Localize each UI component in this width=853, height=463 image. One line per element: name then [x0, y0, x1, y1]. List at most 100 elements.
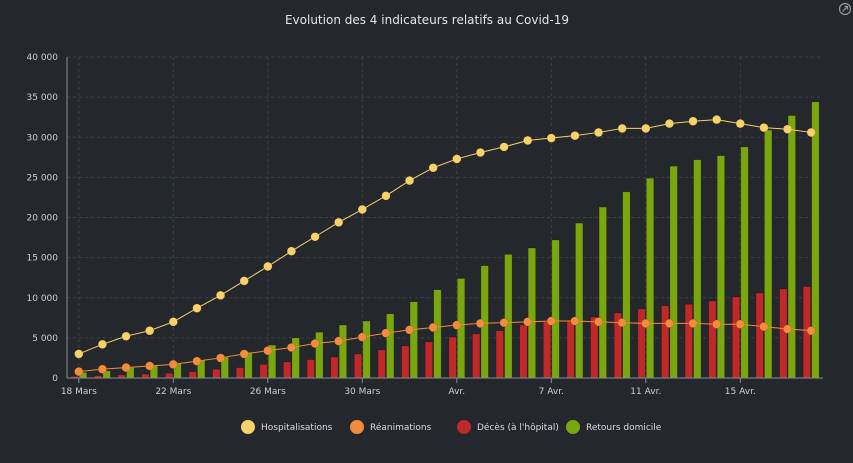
point-reanimations[interactable] — [570, 316, 580, 326]
point-hospitalisations[interactable] — [357, 204, 367, 215]
point-hospitalisations[interactable] — [617, 123, 627, 133]
point-hospitalisations[interactable] — [428, 163, 438, 173]
point-hospitalisations[interactable] — [452, 154, 462, 164]
point-hospitalisations[interactable] — [145, 326, 155, 336]
point-reanimations[interactable] — [783, 324, 793, 334]
bar-deces[interactable] — [519, 324, 528, 379]
legend-item[interactable]: Décès (à l'hôpital) — [457, 420, 559, 434]
bar-deces[interactable] — [448, 336, 457, 379]
bar-deces[interactable] — [306, 359, 315, 379]
point-reanimations[interactable] — [334, 336, 344, 346]
point-reanimations[interactable] — [121, 363, 131, 373]
bar-retours[interactable] — [646, 177, 655, 379]
point-hospitalisations[interactable] — [475, 147, 485, 158]
bar-deces[interactable] — [779, 288, 788, 379]
legend-item[interactable]: Réanimations — [350, 420, 432, 434]
point-reanimations[interactable] — [97, 364, 107, 374]
point-reanimations[interactable] — [546, 316, 556, 326]
bar-retours[interactable] — [764, 129, 773, 379]
point-hospitalisations[interactable] — [759, 123, 769, 133]
bar-deces[interactable] — [684, 303, 693, 379]
point-reanimations[interactable] — [475, 318, 485, 328]
point-hospitalisations[interactable] — [523, 135, 533, 146]
bar-deces[interactable] — [330, 356, 339, 379]
point-reanimations[interactable] — [428, 322, 438, 332]
point-hospitalisations[interactable] — [499, 142, 509, 152]
bar-deces[interactable] — [283, 361, 292, 379]
point-reanimations[interactable] — [499, 318, 509, 328]
bar-retours[interactable] — [409, 301, 418, 379]
point-reanimations[interactable] — [452, 320, 462, 330]
point-reanimations[interactable] — [759, 322, 769, 332]
point-hospitalisations[interactable] — [735, 119, 745, 129]
point-reanimations[interactable] — [310, 338, 320, 349]
legend-item[interactable]: Hospitalisations — [241, 420, 333, 434]
bar-retours[interactable] — [598, 206, 607, 379]
point-reanimations[interactable] — [405, 325, 415, 335]
point-hospitalisations[interactable] — [712, 115, 722, 125]
point-reanimations[interactable] — [263, 346, 273, 356]
point-reanimations[interactable] — [168, 359, 178, 369]
point-hospitalisations[interactable] — [286, 246, 296, 256]
bar-deces[interactable] — [755, 292, 764, 379]
bar-deces[interactable] — [708, 300, 717, 379]
point-hospitalisations[interactable] — [192, 303, 202, 313]
bar-deces[interactable] — [401, 345, 410, 379]
point-hospitalisations[interactable] — [806, 127, 816, 137]
point-hospitalisations[interactable] — [664, 119, 674, 129]
bar-deces[interactable] — [732, 296, 741, 379]
bar-retours[interactable] — [527, 247, 536, 379]
point-hospitalisations[interactable] — [263, 261, 273, 272]
bar-retours[interactable] — [338, 324, 347, 379]
point-reanimations[interactable] — [239, 349, 249, 359]
bar-retours[interactable] — [622, 191, 631, 379]
point-reanimations[interactable] — [688, 318, 698, 328]
point-hospitalisations[interactable] — [546, 133, 556, 143]
bar-deces[interactable] — [424, 341, 433, 379]
point-hospitalisations[interactable] — [381, 191, 391, 201]
point-reanimations[interactable] — [216, 353, 226, 363]
point-hospitalisations[interactable] — [216, 290, 226, 300]
point-hospitalisations[interactable] — [688, 116, 698, 126]
bar-deces[interactable] — [495, 330, 504, 379]
point-reanimations[interactable] — [594, 317, 604, 327]
bar-retours[interactable] — [716, 155, 725, 379]
point-reanimations[interactable] — [735, 319, 745, 329]
bar-deces[interactable] — [377, 349, 386, 379]
point-hospitalisations[interactable] — [594, 127, 604, 137]
point-reanimations[interactable] — [357, 332, 367, 342]
point-reanimations[interactable] — [523, 317, 533, 327]
point-reanimations[interactable] — [664, 318, 674, 328]
bar-deces[interactable] — [165, 372, 174, 379]
point-reanimations[interactable] — [806, 326, 816, 336]
bar-deces[interactable] — [661, 305, 670, 379]
bar-retours[interactable] — [433, 289, 442, 379]
point-reanimations[interactable] — [286, 342, 296, 353]
point-hospitalisations[interactable] — [97, 339, 107, 349]
point-hospitalisations[interactable] — [641, 123, 651, 133]
bar-deces[interactable] — [259, 364, 268, 379]
point-reanimations[interactable] — [192, 356, 202, 366]
point-reanimations[interactable] — [145, 361, 155, 371]
bar-deces[interactable] — [590, 316, 599, 379]
bar-deces[interactable] — [566, 319, 575, 379]
point-hospitalisations[interactable] — [405, 176, 415, 186]
bar-deces[interactable] — [354, 353, 363, 379]
point-reanimations[interactable] — [641, 318, 651, 328]
bar-retours[interactable] — [740, 146, 749, 379]
bar-deces[interactable] — [141, 373, 150, 379]
point-reanimations[interactable] — [74, 367, 84, 377]
point-hospitalisations[interactable] — [783, 124, 793, 134]
bar-retours[interactable] — [787, 115, 796, 379]
point-hospitalisations[interactable] — [570, 131, 580, 141]
point-hospitalisations[interactable] — [168, 317, 178, 327]
expand-icon[interactable] — [838, 2, 852, 16]
bar-deces[interactable] — [543, 321, 552, 379]
bar-retours[interactable] — [693, 159, 702, 379]
bar-retours[interactable] — [669, 165, 678, 379]
bar-retours[interactable] — [575, 222, 584, 379]
bar-deces[interactable] — [235, 367, 244, 379]
point-reanimations[interactable] — [712, 319, 722, 329]
point-hospitalisations[interactable] — [74, 349, 84, 359]
bar-retours[interactable] — [551, 239, 560, 379]
